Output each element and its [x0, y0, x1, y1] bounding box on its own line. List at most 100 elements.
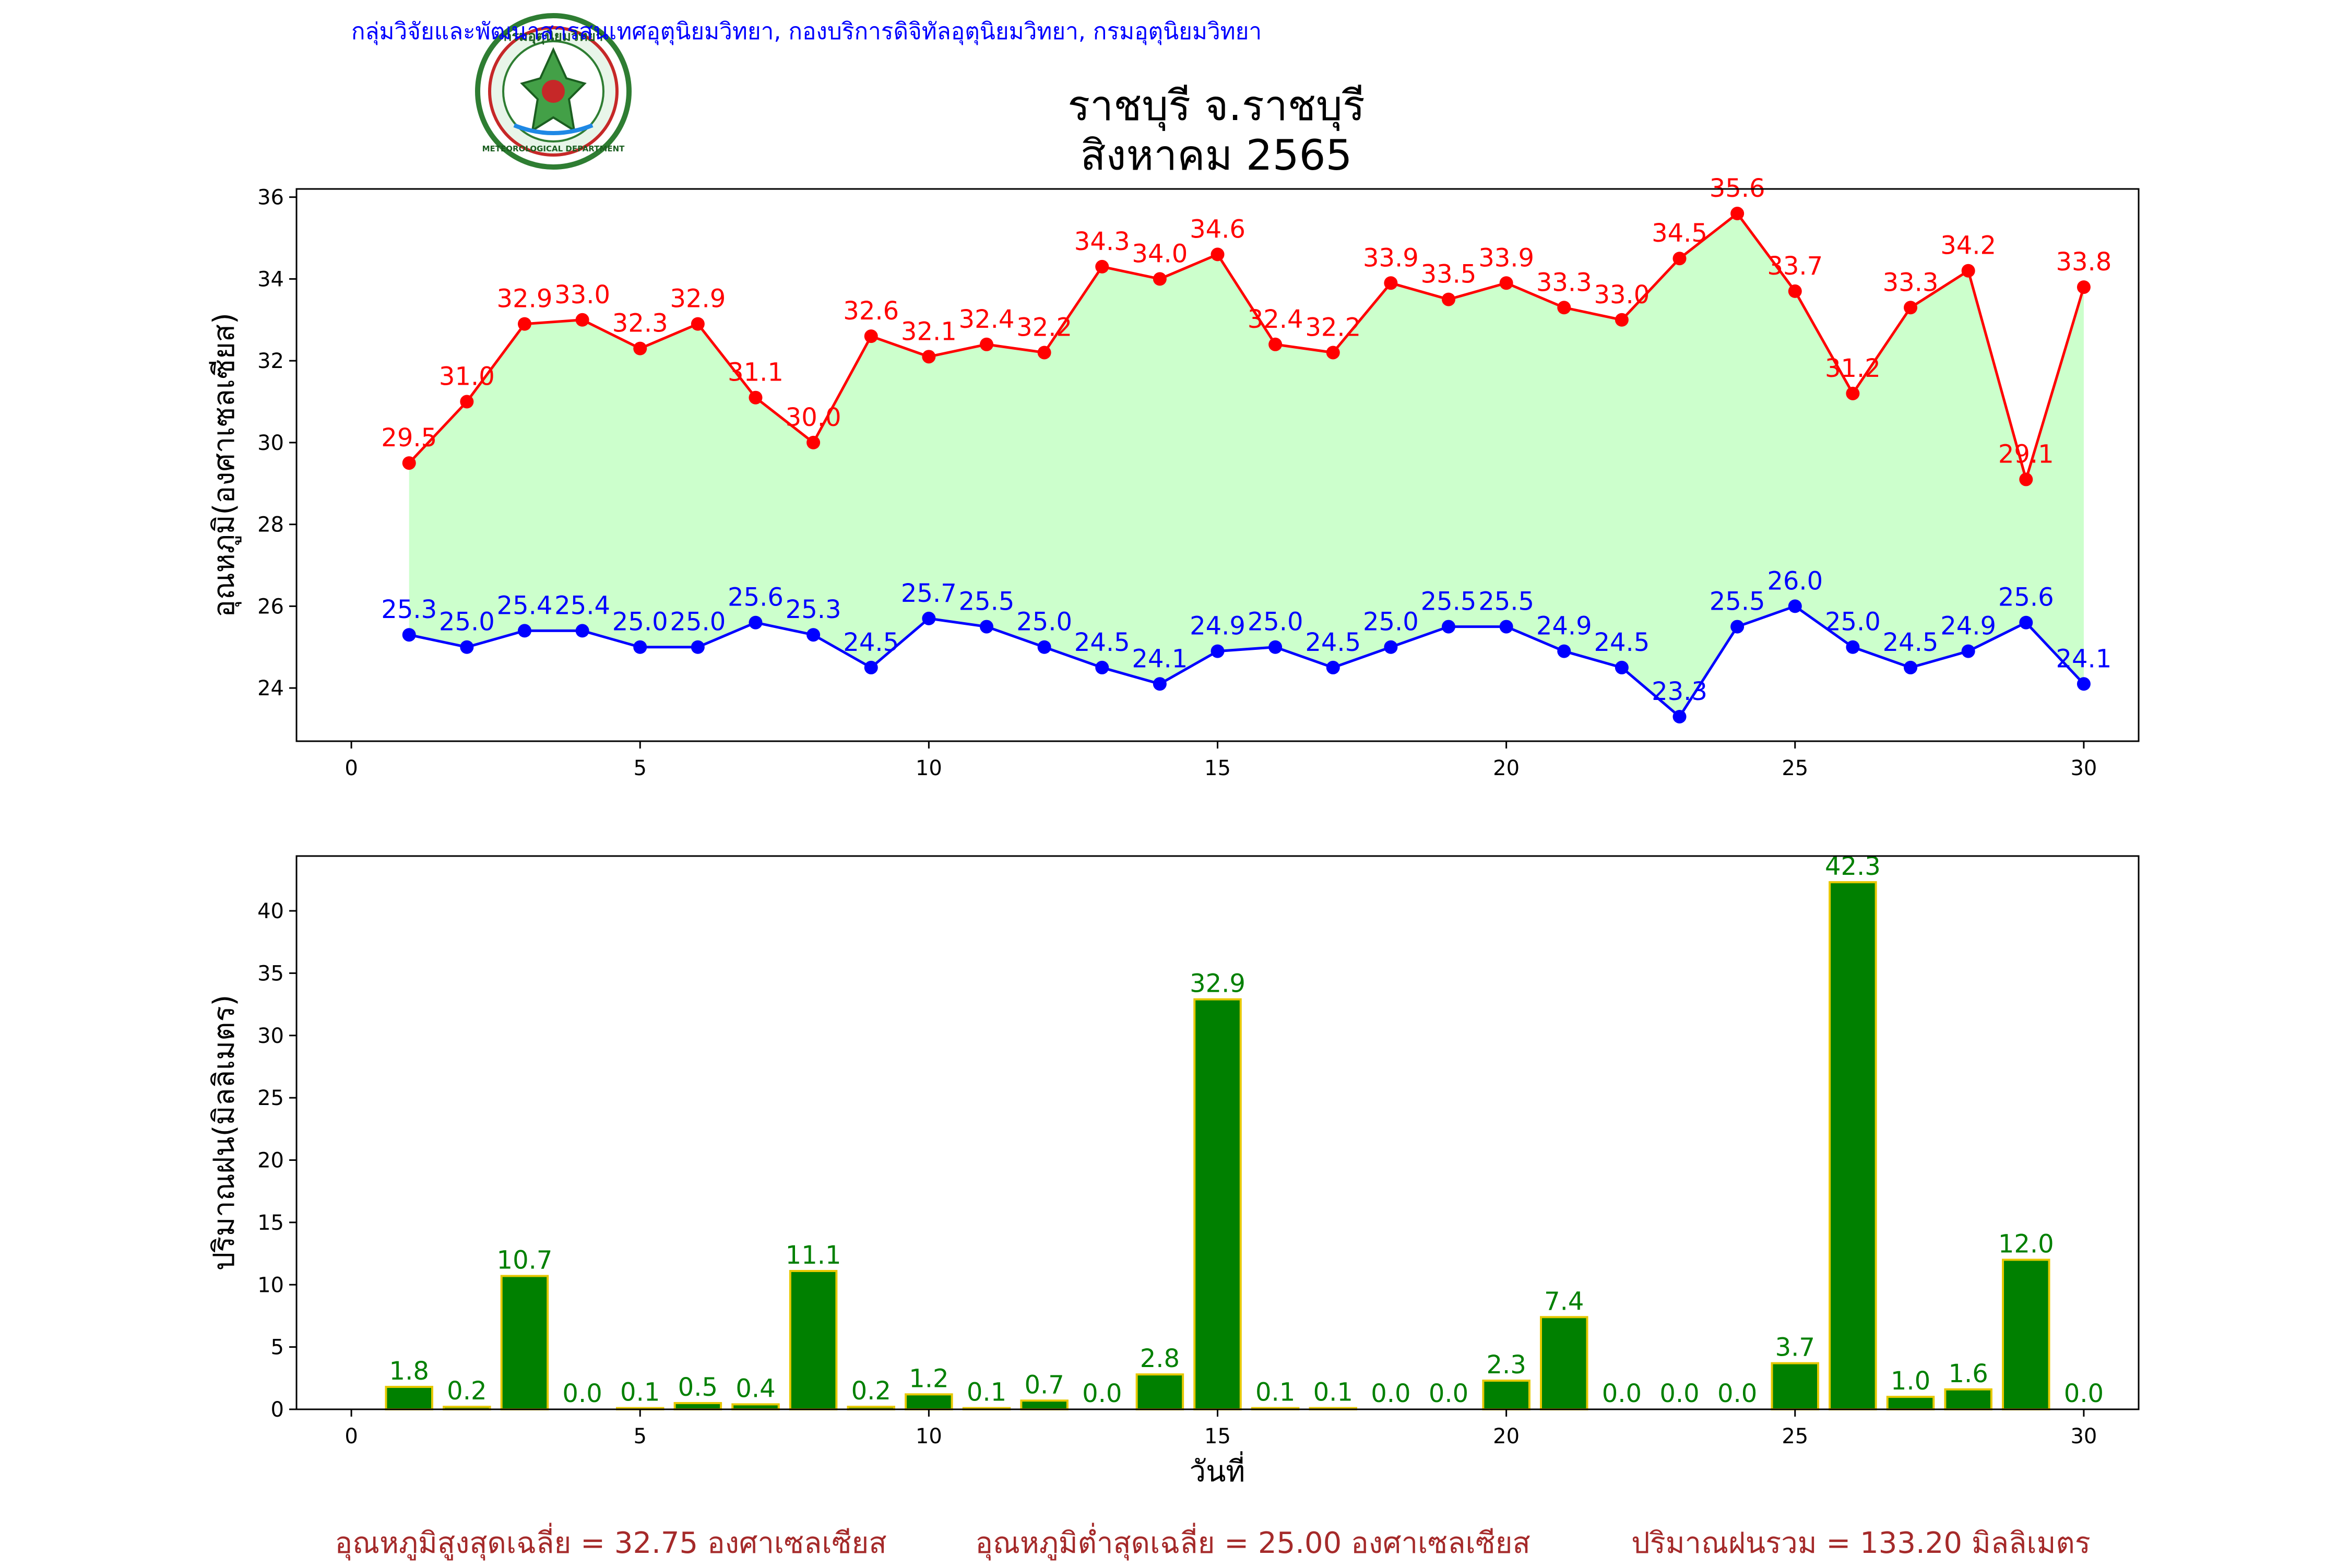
temperature-min-point — [1557, 644, 1571, 658]
rainfall-y-tick-label: 40 — [257, 899, 284, 923]
rainfall-bar-label: 0.0 — [1602, 1379, 1642, 1408]
rainfall-bar-label: 0.1 — [1255, 1378, 1295, 1407]
temperature-min-point — [1961, 644, 1975, 658]
temperature-y-tick-label: 28 — [257, 513, 284, 537]
temperature-min-label: 25.7 — [901, 579, 957, 608]
rainfall-bar — [385, 1386, 433, 1411]
temperature-min-point — [460, 640, 474, 654]
temperature-min-label: 24.5 — [1305, 628, 1361, 657]
temperature-min-label: 24.5 — [1074, 628, 1130, 657]
temperature-max-label: 33.7 — [1767, 252, 1823, 281]
temperature-min-label: 25.5 — [1421, 587, 1477, 616]
temperature-min-line — [409, 604, 2085, 719]
temperature-max-label: 33.3 — [1883, 268, 1939, 297]
temperature-y-axis-label: อุณหภูมิ(องศาเซลเซียส) — [207, 313, 242, 617]
temperature-min-label: 25.0 — [439, 608, 495, 637]
temperature-max-point — [2077, 280, 2091, 294]
rainfall-bar — [1482, 1380, 1531, 1410]
temperature-min-point — [1211, 644, 1225, 658]
temperature-max-label: 34.3 — [1074, 227, 1130, 256]
temperature-min-label: 25.3 — [381, 595, 437, 624]
temperature-max-point — [460, 395, 474, 409]
temperature-max-point — [1499, 276, 1513, 290]
temperature-min-point — [691, 640, 705, 654]
temperature-min-label: 23.3 — [1652, 677, 1707, 706]
rainfall-x-ticks: 0 5 10 15 20 25 30 — [345, 1409, 2097, 1448]
temperature-min-point — [922, 611, 936, 625]
rainfall-chart: 1.8 0.2 10.7 0.0 0.1 0.5 0.4 11.1 0.2 1.2 0.1 0.7 0.… — [207, 852, 2140, 1489]
temperature-min-label: 25.6 — [728, 583, 784, 612]
rainfall-x-tick-label: 15 — [1204, 1424, 1231, 1448]
temperature-max-point — [1268, 337, 1283, 351]
temperature-min-point — [979, 620, 993, 634]
rainfall-bar — [500, 1275, 549, 1411]
summary-avg-min: อุณหภูมิต่ำสุดเฉลี่ย = 25.00 องศาเซลเซีย… — [975, 1523, 1530, 1561]
temperature-min-point — [402, 628, 416, 642]
temperature-min-label: 25.6 — [1998, 583, 2054, 612]
temperature-min-label: 24.9 — [1536, 612, 1592, 641]
temperature-y-ticks: 24 26 28 30 32 34 36 — [257, 186, 296, 700]
temperature-max-point — [1326, 346, 1340, 360]
temperature-max-point — [1961, 264, 1975, 278]
rainfall-x-tick-label: 0 — [345, 1424, 358, 1448]
rainfall-bar-label: 0.7 — [1024, 1370, 1064, 1399]
rainfall-y-axis-label: ปริมาณฝน(มิลลิเมตร) — [207, 995, 241, 1271]
rainfall-bar-label: 0.2 — [851, 1376, 891, 1406]
temperature-max-label: 32.4 — [1248, 305, 1303, 334]
temperature-min-label: 26.0 — [1767, 566, 1823, 596]
temperature-max-point — [402, 456, 416, 470]
temperature-min-point — [1846, 640, 1860, 654]
rainfall-bar-label: 0.0 — [2064, 1379, 2104, 1408]
temperature-max-label: 32.4 — [959, 305, 1015, 334]
temperature-x-tick-label: 0 — [345, 756, 358, 780]
temperature-max-label: 32.3 — [612, 309, 668, 338]
rainfall-x-tick-label: 5 — [634, 1424, 647, 1448]
temperature-min-point — [1672, 709, 1687, 723]
temperature-min-label: 24.5 — [1594, 628, 1650, 657]
temperature-max-point — [1846, 386, 1860, 400]
temperature-min-label: 24.1 — [1132, 644, 1188, 673]
temperature-max-label: 32.6 — [843, 296, 899, 326]
temperature-max-label: 32.2 — [1016, 313, 1072, 342]
rainfall-bar — [1771, 1362, 1820, 1411]
rainfall-bar — [1193, 998, 1242, 1410]
temperature-y-tick-label: 26 — [257, 595, 284, 619]
temperature-max-label: 29.5 — [381, 423, 437, 453]
temperature-min-label: 24.5 — [1883, 628, 1939, 657]
temperature-y-tick-label: 30 — [257, 431, 284, 455]
temperature-max-label: 31.2 — [1825, 354, 1881, 383]
temperature-max-point — [1153, 272, 1167, 286]
temperature-min-label: 25.4 — [554, 591, 610, 620]
rainfall-bar-label: 1.6 — [1948, 1359, 1988, 1388]
temperature-min-point — [1904, 660, 1918, 674]
rainfall-x-tick-label: 30 — [2070, 1424, 2097, 1448]
rainfall-bar-label: 0.0 — [1082, 1379, 1122, 1408]
temperature-min-point — [1615, 660, 1629, 674]
rainfall-bar — [1944, 1388, 1992, 1410]
rainfall-bar — [1540, 1316, 1588, 1410]
rainfall-bar-label: 0.5 — [678, 1373, 718, 1402]
temperature-max-point — [806, 435, 821, 449]
temperature-max-label: 32.1 — [901, 317, 957, 346]
temperature-min-label: 25.4 — [497, 591, 553, 620]
temperature-x-tick-label: 25 — [1782, 756, 1808, 780]
temperature-y-tick-label: 36 — [257, 186, 284, 210]
temperature-max-label: 34.6 — [1190, 215, 1245, 244]
temperature-min-label: 24.1 — [2056, 644, 2111, 673]
temperature-min-point — [864, 660, 878, 674]
temperature-max-point — [2019, 472, 2033, 486]
rainfall-bar — [1020, 1399, 1069, 1411]
rainfall-bar-label: 1.8 — [389, 1357, 429, 1386]
rainfall-bar-label: 1.0 — [1891, 1367, 1930, 1396]
temperature-x-tick-label: 10 — [916, 756, 942, 780]
rainfall-bar — [1886, 1396, 1935, 1411]
temperature-max-point — [1384, 276, 1398, 290]
temperature-max-point — [1615, 313, 1629, 327]
temperature-min-label: 25.0 — [670, 608, 726, 637]
rainfall-y-tick-label: 20 — [257, 1149, 284, 1173]
rainfall-bar-label: 11.1 — [786, 1241, 841, 1270]
temperature-min-point — [1095, 660, 1109, 674]
temperature-max-label: 33.9 — [1478, 243, 1534, 272]
temperature-min-point — [575, 624, 589, 638]
